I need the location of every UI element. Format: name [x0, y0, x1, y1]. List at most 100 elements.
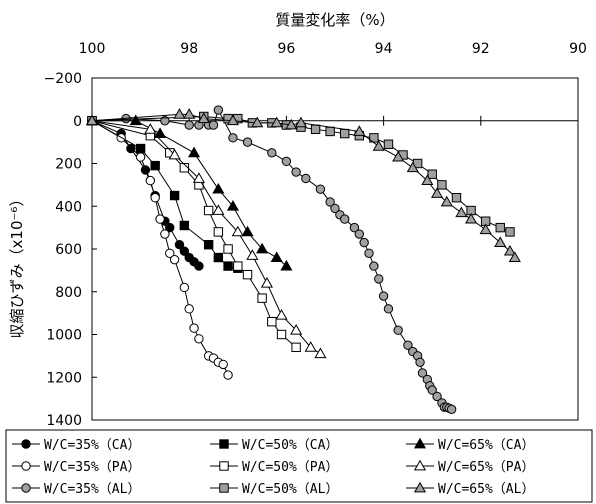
data-point [479, 223, 492, 235]
legend-entry: W/C=65%（PA） [406, 459, 534, 475]
series-2 [87, 116, 233, 380]
data-point [223, 370, 233, 380]
data-point [349, 222, 360, 233]
data-point [415, 357, 425, 367]
data-point [233, 261, 243, 271]
data-point [276, 329, 287, 340]
data-point [354, 229, 364, 239]
data-point [129, 114, 142, 126]
data-point [169, 254, 180, 265]
data-point [267, 148, 277, 158]
data-point [281, 156, 292, 167]
data-point [126, 143, 136, 154]
data-point [451, 193, 462, 203]
data-point [213, 252, 224, 263]
data-point [145, 175, 156, 186]
data-point [285, 118, 298, 130]
data-point [270, 116, 283, 128]
legend-marker [21, 439, 31, 449]
data-point [203, 240, 214, 250]
data-point [267, 316, 277, 327]
legend-label: W/C=50%（AL） [242, 482, 338, 497]
legend-marker [21, 461, 31, 471]
data-point [403, 340, 413, 350]
legend-entry: W/C=35%（CA） [12, 438, 140, 453]
y-axis-title: 収縮ひずみ（x10⁻⁶） [8, 192, 26, 339]
legend-label: W/C=65%（AL） [438, 482, 534, 497]
series-1 [87, 116, 204, 271]
data-point [179, 246, 190, 256]
data-point [314, 347, 327, 359]
plot-frame [91, 77, 579, 421]
data-point [330, 203, 340, 214]
plot-area-border [91, 77, 579, 421]
data-point [228, 133, 238, 143]
legend-marker [413, 437, 427, 449]
legend-entry: W/C=50%（CA） [210, 438, 338, 453]
data-point [160, 229, 170, 239]
data-point [160, 116, 170, 126]
data-point [165, 248, 175, 258]
data-point [179, 220, 190, 231]
x-tick-label: 92 [472, 41, 490, 57]
series-line [91, 120, 238, 269]
data-point [427, 169, 437, 179]
data-point [184, 120, 194, 130]
data-point [430, 187, 444, 198]
data-point [427, 385, 437, 395]
data-point [192, 172, 205, 183]
data-point [505, 227, 515, 237]
data-point [340, 128, 350, 139]
legend-box [5, 429, 593, 503]
data-point [135, 143, 146, 154]
x-tick-label: 100 [79, 41, 106, 57]
data-point [223, 261, 233, 271]
legend-label: W/C=50%（PA） [242, 460, 338, 475]
data-point [184, 304, 194, 314]
data-point [218, 359, 228, 370]
data-point [291, 342, 301, 353]
legend-label: W/C=35%（AL） [44, 482, 140, 497]
series-8 [85, 114, 327, 359]
y-tick-labels: −200 0 200 400 600 800 1000 1200 1400 [44, 71, 82, 429]
data-point [226, 200, 240, 211]
data-point [189, 323, 199, 333]
data-point [369, 261, 379, 271]
data-point [194, 334, 204, 344]
data-point [179, 282, 190, 293]
data-point [393, 325, 403, 335]
data-point [383, 304, 394, 314]
data-point [153, 127, 167, 138]
legend-marker [219, 461, 229, 471]
legend-entry: W/C=35%（AL） [12, 482, 140, 497]
data-point [364, 248, 374, 258]
data-point [315, 184, 326, 194]
data-point [168, 148, 181, 160]
data-point [135, 152, 146, 162]
legend: W/C=35%（CA） W/C=50%（CA） W/C=65%（CA） W/C=35%… [5, 429, 593, 503]
legend-entry: W/C=65%（AL） [406, 481, 534, 497]
data-point [304, 341, 317, 352]
data-point [495, 222, 505, 233]
data-point [183, 108, 196, 119]
legend-label: W/C=35%（CA） [44, 438, 140, 453]
data-point [212, 182, 225, 194]
data-point [432, 391, 442, 402]
data-point [440, 195, 453, 207]
series-9 [85, 108, 521, 262]
data-point [383, 139, 394, 149]
zero-line [91, 77, 579, 421]
data-point [275, 309, 288, 320]
x-axis-title: 質量変化率（%） [275, 11, 394, 29]
data-point [165, 222, 175, 233]
data-point [257, 293, 267, 303]
legend-entry: W/C=50%（PA） [210, 460, 338, 475]
data-point [353, 125, 366, 136]
data-point [231, 225, 244, 237]
data-point [374, 274, 384, 284]
data-point [465, 212, 478, 224]
legend-label: W/C=35%（PA） [44, 460, 140, 475]
data-point [155, 214, 165, 224]
data-point [150, 193, 160, 203]
data-point [150, 160, 160, 171]
